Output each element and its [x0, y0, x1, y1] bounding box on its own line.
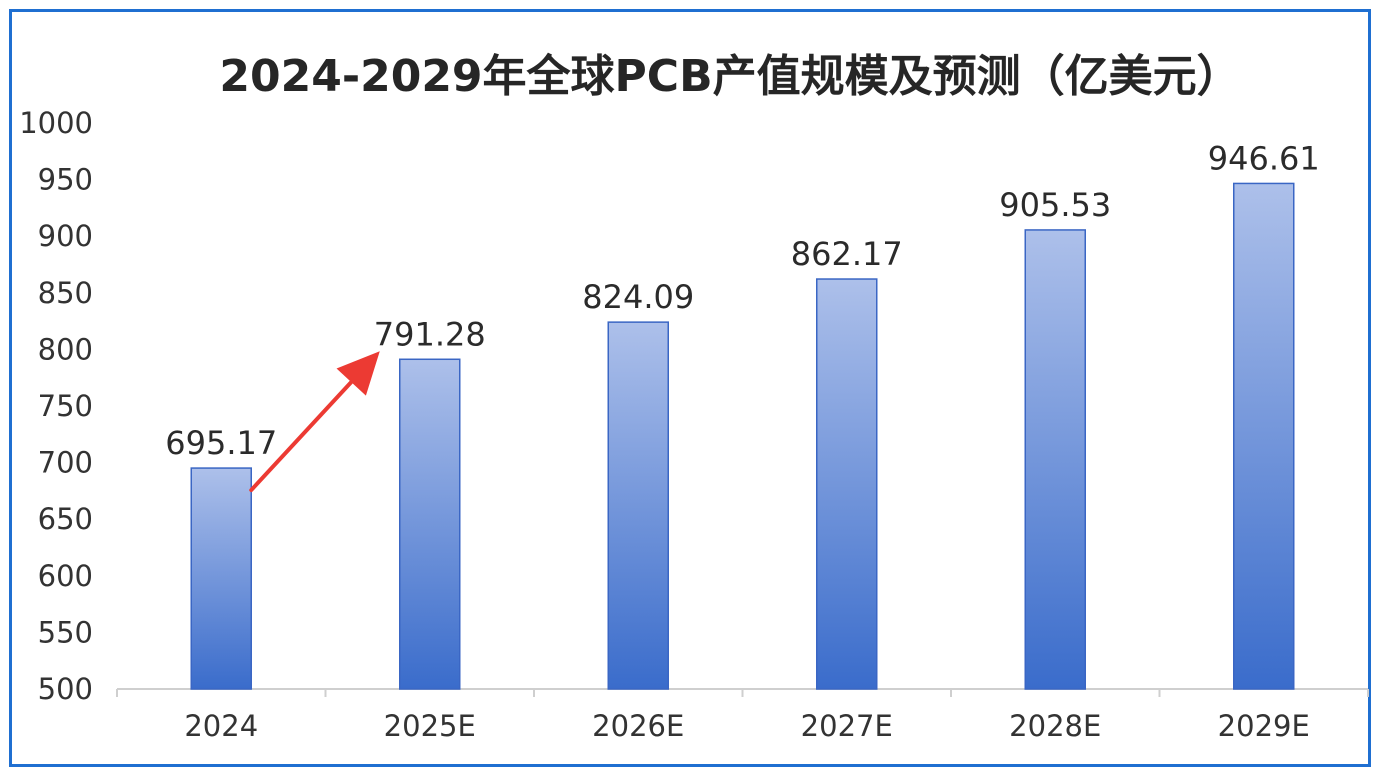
- y-tick-label: 900: [38, 219, 93, 253]
- y-tick-label: 800: [38, 332, 93, 366]
- data-label: 946.61: [1208, 139, 1320, 177]
- data-label: 905.53: [999, 186, 1111, 224]
- data-label: 791.28: [374, 315, 486, 353]
- x-tick-label: 2024: [184, 709, 258, 743]
- bar: [190, 467, 252, 690]
- data-label: 824.09: [582, 278, 694, 316]
- chart-title: 2024-2029年全球PCB产值规模及预测（亿美元）: [219, 51, 1240, 102]
- y-tick-label: 750: [38, 389, 93, 423]
- x-tick-label: 2026E: [592, 709, 684, 743]
- x-tick-label: 2025E: [384, 709, 476, 743]
- y-tick-label: 950: [38, 163, 93, 197]
- y-tick-label: 700: [38, 446, 93, 480]
- data-labels: 695.17 791.28 824.09 862.17 905.53 946.61: [165, 139, 1319, 462]
- bar: [399, 358, 461, 690]
- x-tick-label: 2027E: [801, 709, 893, 743]
- x-tick-label: 2029E: [1218, 709, 1310, 743]
- y-tick-label: 650: [38, 502, 93, 536]
- data-label: 695.17: [165, 424, 277, 462]
- arrow-head: [336, 351, 380, 396]
- annotation: [249, 351, 380, 493]
- y-tick-label: 600: [38, 559, 93, 593]
- y-tick-label: 550: [38, 615, 93, 649]
- y-tick-label: 1000: [19, 106, 93, 140]
- x-axis: 2024 2025E 2026E 2027E 2028E 2029E: [116, 688, 1369, 743]
- data-label: 862.17: [791, 235, 903, 273]
- bars: [190, 182, 1295, 690]
- bar: [1024, 229, 1086, 690]
- y-tick-label: 850: [38, 276, 93, 310]
- y-axis: 500 550 600 650 700 750 800 850 900 950 1000: [19, 106, 93, 706]
- bar: [607, 321, 669, 690]
- bar: [816, 278, 878, 690]
- x-tick-label: 2028E: [1009, 709, 1101, 743]
- arrow-shaft: [249, 380, 354, 493]
- y-tick-label: 500: [38, 672, 93, 706]
- bar: [1233, 182, 1295, 690]
